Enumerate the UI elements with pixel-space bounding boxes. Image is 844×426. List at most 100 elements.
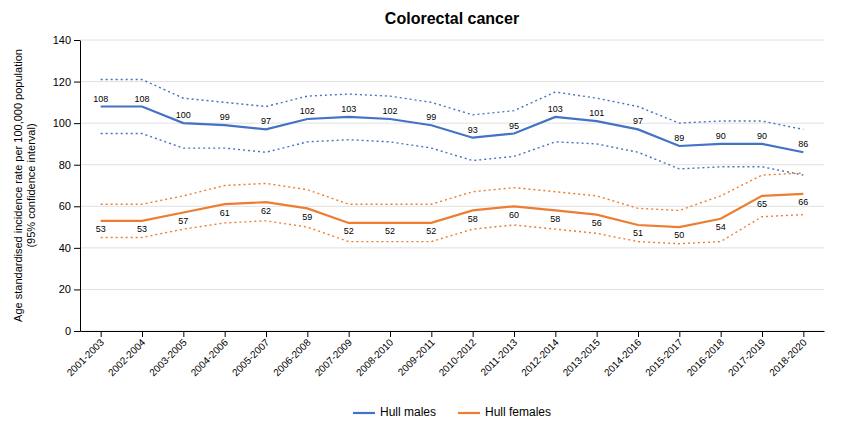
tick-mark [307, 331, 308, 337]
data-label: 99 [426, 112, 436, 122]
grid-line [80, 40, 824, 41]
legend-item: Hull females [458, 405, 551, 419]
tick-mark [597, 331, 598, 337]
chart: 0204060801001201402001-20032002-20042003… [0, 0, 844, 426]
legend-item: Hull males [353, 405, 436, 419]
tick-label: 2014-2016 [602, 336, 644, 378]
tick: 2010-2012 [437, 331, 479, 378]
tick-label: 2005-2007 [230, 336, 272, 378]
tick-mark [74, 165, 80, 166]
tick: 2003-2005 [147, 331, 189, 378]
data-label: 53 [137, 224, 147, 234]
data-label: 58 [550, 214, 560, 224]
tick: 120 [53, 76, 80, 88]
grid-line [80, 289, 824, 290]
tick: 2007-2009 [313, 331, 355, 378]
tick-label: 2008-2010 [354, 336, 396, 378]
data-label: 95 [509, 121, 519, 131]
tick-mark [473, 331, 474, 337]
tick-label: 2007-2009 [313, 336, 355, 378]
data-label: 65 [757, 199, 767, 209]
tick-label: 2012-2014 [519, 336, 561, 378]
tick: 2012-2014 [519, 331, 561, 378]
data-label: 61 [220, 208, 230, 218]
x-axis: 2001-20032002-20042003-20052004-20062005… [65, 331, 825, 378]
tick: 0 [65, 325, 80, 337]
tick-mark [721, 331, 722, 337]
tick-mark [74, 289, 80, 290]
data-label: 97 [261, 116, 271, 126]
tick-mark [183, 331, 184, 337]
tick-label: 2006-2008 [271, 336, 313, 378]
tick-label: 2009-2011 [396, 336, 437, 377]
legend-swatch [353, 412, 375, 414]
grid-line [80, 247, 824, 248]
grid [80, 40, 824, 331]
tick: 2009-2011 [396, 331, 437, 378]
tick: 2013-2015 [561, 331, 603, 378]
tick-mark [555, 331, 556, 337]
tick-label: 2017-2019 [726, 336, 768, 378]
data-label: 58 [468, 214, 478, 224]
axis-title: Age standardised incidence rate per 100,… [12, 49, 37, 322]
tick: 2004-2006 [189, 331, 231, 378]
tick: 2016-2018 [685, 331, 727, 378]
legend-label: Hull males [380, 405, 436, 419]
data-label: 54 [716, 222, 726, 232]
tick: 2005-2007 [230, 331, 272, 378]
marks [101, 79, 804, 243]
tick-mark [74, 82, 80, 83]
data-label: 62 [261, 206, 271, 216]
data-label: 99 [220, 112, 230, 122]
tick-label: 40 [59, 242, 71, 254]
tick: 60 [59, 200, 80, 212]
tick-label: 2016-2018 [685, 336, 727, 378]
ci-line [101, 134, 804, 176]
data-label: 103 [341, 104, 356, 114]
tick-mark [803, 331, 804, 337]
tick-mark [762, 331, 763, 337]
tick-mark [349, 331, 350, 337]
tick-label: 2001-2003 [65, 336, 107, 378]
data-label: 102 [300, 106, 315, 116]
tick: 2014-2016 [602, 331, 644, 378]
tick: 2017-2019 [726, 331, 768, 378]
tick-label: 2004-2006 [189, 336, 231, 378]
tick-mark [74, 123, 80, 124]
tick: 80 [59, 159, 80, 171]
data-label: 93 [468, 125, 478, 135]
data-label: 66 [798, 197, 808, 207]
tick-label: 2013-2015 [561, 336, 603, 378]
data-label: 51 [633, 228, 643, 238]
tick-mark [101, 331, 102, 337]
legend-swatch [458, 412, 480, 414]
tick-label: 0 [65, 325, 71, 337]
y-axis: 020406080100120140 [53, 34, 81, 337]
tick-mark [74, 331, 80, 332]
tick: 100 [53, 117, 80, 129]
title: Colorectal cancer [385, 10, 519, 27]
data-label: 101 [589, 108, 604, 118]
tick: 40 [59, 242, 80, 254]
tick-label: 80 [59, 159, 71, 171]
data-label: 53 [96, 224, 106, 234]
data-label: 108 [93, 94, 108, 104]
ci-line [101, 173, 804, 210]
axis-line [81, 331, 825, 332]
tick-mark [266, 331, 267, 337]
tick-mark [74, 40, 80, 41]
tick: 2001-2003 [65, 331, 107, 378]
tick-mark [390, 331, 391, 337]
tick-label: 2003-2005 [147, 336, 189, 378]
data-label: 59 [302, 212, 312, 222]
tick-label: 140 [53, 34, 71, 46]
data-label: 103 [548, 104, 563, 114]
data-label: 90 [757, 131, 767, 141]
data-label: 52 [426, 226, 436, 236]
tick-mark [638, 331, 639, 337]
tick-mark [514, 331, 515, 337]
data-label: 108 [134, 94, 149, 104]
data-label: 57 [178, 216, 188, 226]
data-label: 56 [592, 218, 602, 228]
tick-mark [431, 331, 432, 337]
